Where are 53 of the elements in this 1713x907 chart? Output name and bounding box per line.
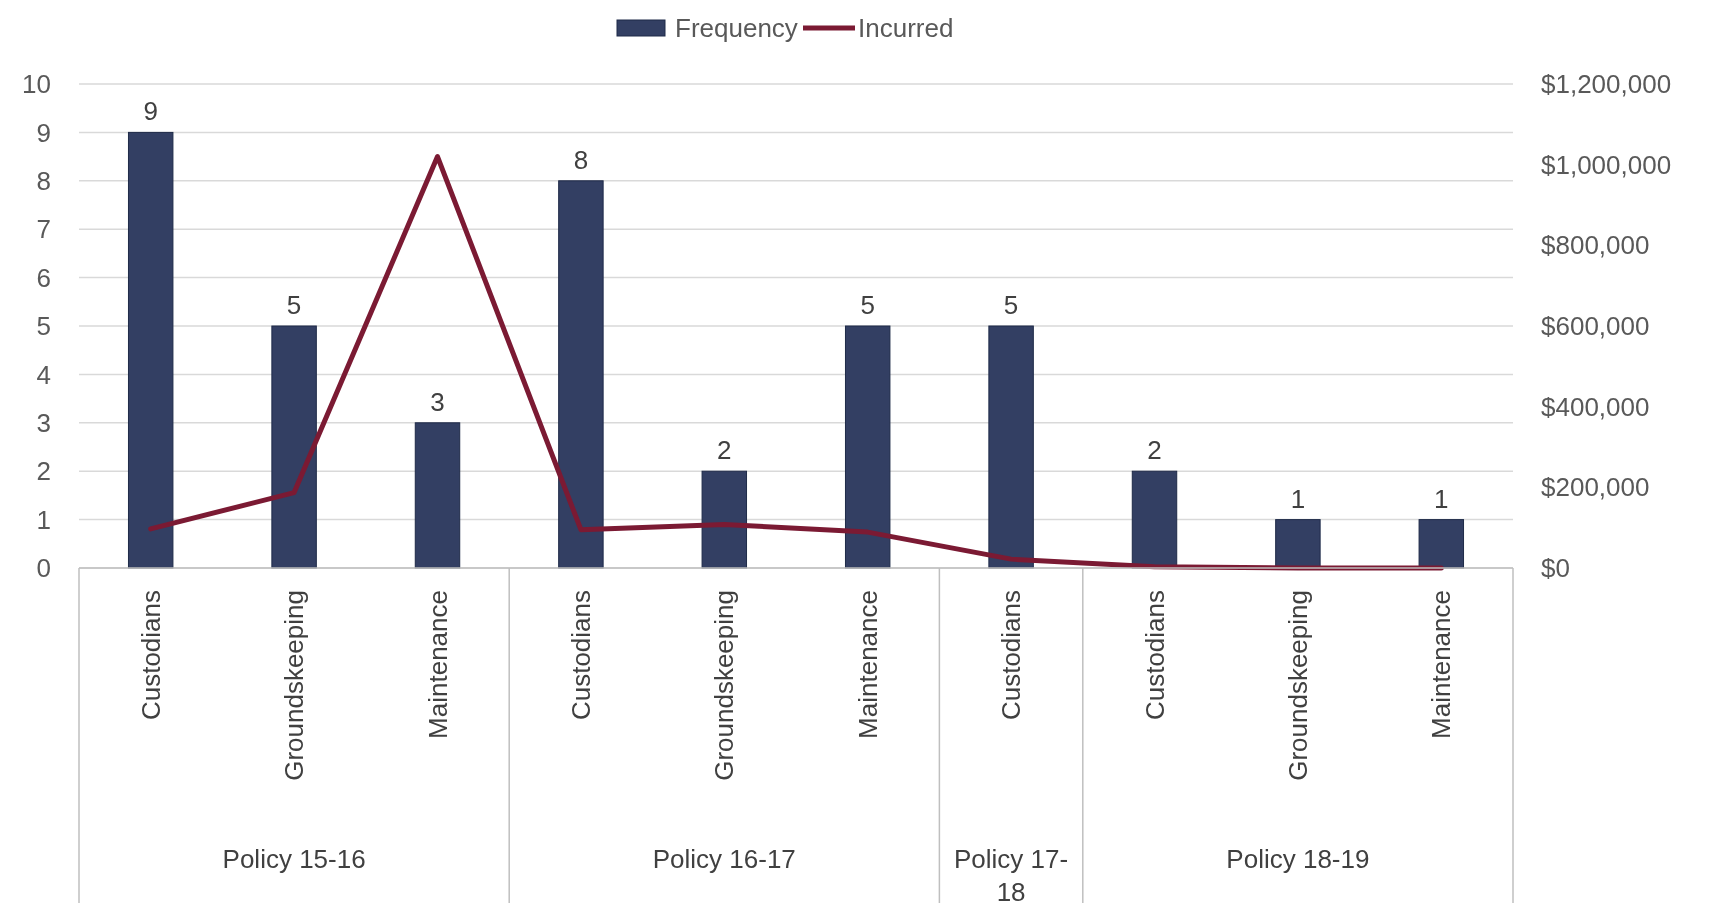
x-tick-label: Maintenance: [852, 590, 883, 739]
data-label: 5: [286, 290, 302, 320]
x-tick-label: Custodians: [996, 590, 1027, 721]
y-tick-label: 7: [36, 214, 51, 245]
x-tick-label: Groundskeeping: [1283, 590, 1313, 781]
y2-tick-label: $400,000: [1541, 391, 1650, 422]
y-tick-label: 9: [36, 117, 51, 148]
bar: [558, 180, 604, 569]
data-label: 8: [573, 144, 589, 175]
y-tick-label: 6: [36, 262, 51, 293]
text: Policy 15-16: [222, 844, 366, 874]
y2-tick-label: $200,000: [1541, 472, 1650, 503]
data-label: 5: [860, 290, 875, 320]
y-tick-label: 1: [36, 504, 51, 535]
x-tick-label: Maintenance: [422, 590, 453, 739]
y-tick-label: 2: [36, 456, 51, 487]
y-tick-label: 3: [36, 407, 51, 438]
data-label: 5: [1003, 290, 1019, 320]
bar: [1275, 519, 1321, 569]
legend-label: Incurred: [858, 13, 954, 44]
bar: [414, 422, 461, 569]
text: Policy 17-18: [954, 844, 1069, 907]
data-label: 2: [1147, 435, 1162, 466]
x-tick-label: Groundskeeping: [279, 590, 310, 781]
data-label: 2: [717, 435, 732, 466]
text: Policy 18-19: [1226, 844, 1370, 874]
y2-tick-label: $800,000: [1541, 230, 1650, 261]
y2-tick-label: $0: [1541, 553, 1570, 584]
x-tick-label: Groundskeeping: [709, 590, 740, 781]
bar: [701, 470, 748, 569]
data-label: 9: [143, 96, 158, 127]
bar: [988, 325, 1034, 569]
bar: [127, 131, 174, 569]
text: Policy 16-17: [652, 844, 796, 874]
y-tick-label: 10: [22, 69, 51, 100]
data-label: 1: [1290, 483, 1306, 514]
x-tick-label: Custodians: [1139, 590, 1170, 721]
x-tick-label: Maintenance: [1426, 590, 1457, 739]
data-label: 1: [1434, 483, 1449, 514]
y2-tick-label: $1,000,000: [1541, 149, 1672, 180]
y-tick-label: 5: [36, 311, 51, 342]
legend-label: Frequency: [675, 13, 798, 44]
x-tick-label: Custodians: [135, 590, 166, 721]
y-tick-label: 8: [36, 165, 51, 196]
y-tick-label: 4: [36, 359, 51, 390]
y-tick-label: 0: [36, 553, 51, 584]
data-label: 3: [430, 386, 445, 417]
x-tick-label: Custodians: [566, 590, 596, 721]
y2-tick-label: $1,200,000: [1541, 69, 1672, 100]
bar: [271, 325, 317, 569]
bar: [844, 325, 891, 569]
bar: [1418, 519, 1465, 569]
y2-tick-label: $600,000: [1541, 311, 1650, 342]
